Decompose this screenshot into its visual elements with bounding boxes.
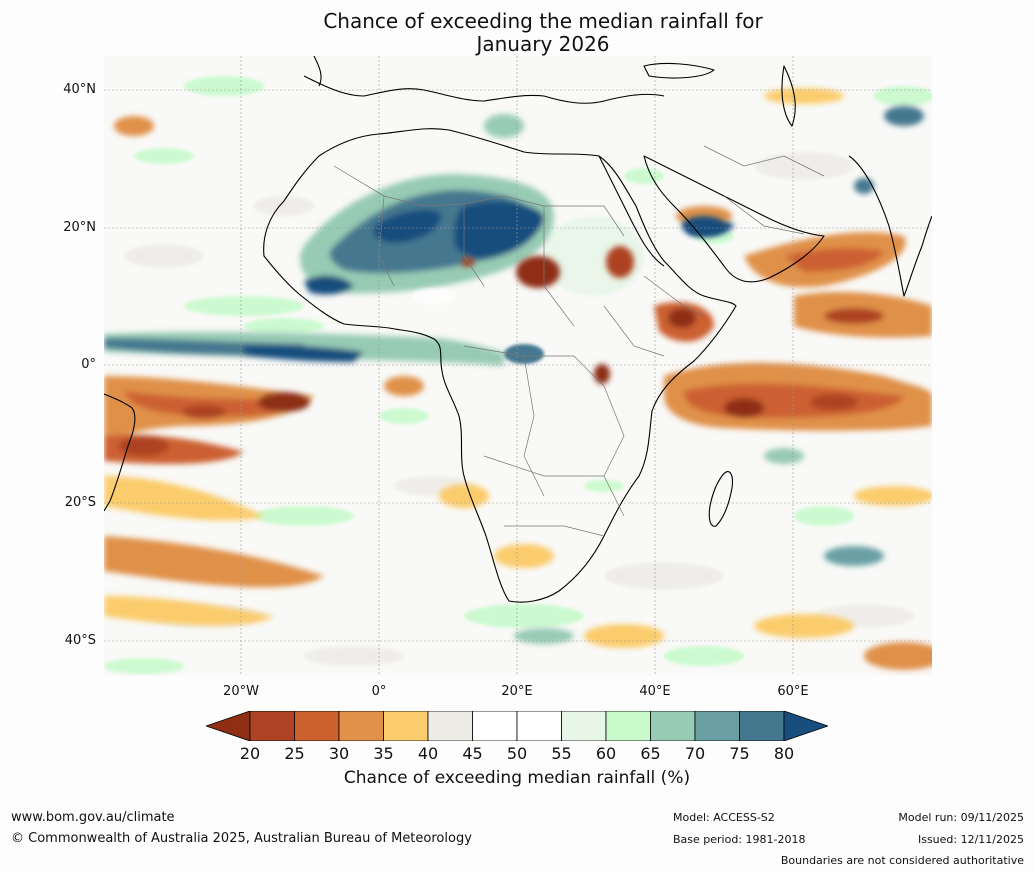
colorbar-segment: [427, 711, 473, 741]
footer-url: www.bom.gov.au/climate: [11, 810, 175, 825]
colorbar-segment: [605, 711, 651, 741]
colorbar: [206, 711, 828, 741]
colorbar-tick-label: 30: [328, 744, 350, 763]
footer-issued: Issued: 12/11/2025: [917, 833, 1024, 846]
colorbar-tick-label: 45: [462, 744, 483, 763]
colorbar-tick-label: 35: [373, 744, 394, 763]
colorbar-segment: [516, 711, 562, 741]
lat-label-0: 0°: [81, 357, 96, 372]
sahel-wet-core: [412, 288, 544, 364]
colorbar-label: Chance of exceeding median rainfall (%): [343, 768, 691, 788]
colorbar-extend-low: [206, 711, 251, 741]
lat-label-40s: 40°S: [64, 633, 96, 648]
colorbar-tick-label: 55: [551, 744, 572, 763]
rainfall-probability-map: [103, 55, 944, 676]
title-line-2: January 2026: [476, 32, 610, 56]
colorbar-tick-label: 25: [284, 744, 305, 763]
colorbar-extend-high: [783, 711, 828, 741]
colorbar-tick-label: 50: [506, 744, 528, 763]
colorbar-segment: [383, 711, 429, 741]
lat-label-20s: 20°S: [64, 495, 96, 510]
footer-model: Model: ACCESS-S2: [673, 811, 775, 824]
colorbar-segment: [739, 711, 785, 741]
coastlines: [103, 55, 933, 603]
footer-copyright: © Commonwealth of Australia 2025, Austra…: [11, 831, 472, 846]
lat-label-40n: 40°N: [63, 82, 96, 97]
colorbar-segment: [650, 711, 696, 741]
colorbar-tick-label: 65: [640, 744, 661, 763]
footer-disclaimer: Boundaries are not considered authoritat…: [780, 854, 1024, 867]
lon-label-20e: 20°E: [501, 684, 533, 699]
lon-label-40e: 40°E: [639, 684, 671, 699]
map-title: Chance of exceeding the median rainfall …: [0, 10, 1035, 56]
dry-regions: [104, 88, 944, 670]
colorbar-tick-label: 20: [239, 744, 261, 763]
colorbar-segment: [249, 711, 295, 741]
country-borders: [333, 145, 825, 537]
title-line-1: Chance of exceeding the median rainfall …: [323, 9, 763, 33]
lon-label-0: 0°: [371, 684, 387, 699]
lon-label-20w: 20°W: [223, 684, 259, 699]
lat-label-20n: 20°N: [63, 220, 96, 235]
colorbar-tick-label: 80: [773, 744, 795, 763]
footer-base-period: Base period: 1981-2018: [673, 833, 806, 846]
lon-label-60e: 60°E: [777, 684, 809, 699]
colorbar-segment: [472, 711, 518, 741]
equatorial-wet-band: [104, 331, 504, 366]
map-canvas: [103, 55, 944, 676]
graticule: [104, 56, 932, 676]
colorbar-segment: [338, 711, 384, 741]
colorbar-tick-label: 40: [417, 744, 439, 763]
misc-wet-patches: [484, 106, 924, 644]
footer-model-run: Model run: 09/11/2025: [898, 811, 1024, 824]
colorbar-segment: [561, 711, 607, 741]
colorbar-tick-label: 60: [595, 744, 617, 763]
colorbar-tick-label: 70: [684, 744, 706, 763]
colorbar-segment: [694, 711, 740, 741]
sahel-wet-region: [300, 174, 734, 295]
colorbar-tick-label: 75: [729, 744, 750, 763]
colorbar-segment: [294, 711, 340, 741]
